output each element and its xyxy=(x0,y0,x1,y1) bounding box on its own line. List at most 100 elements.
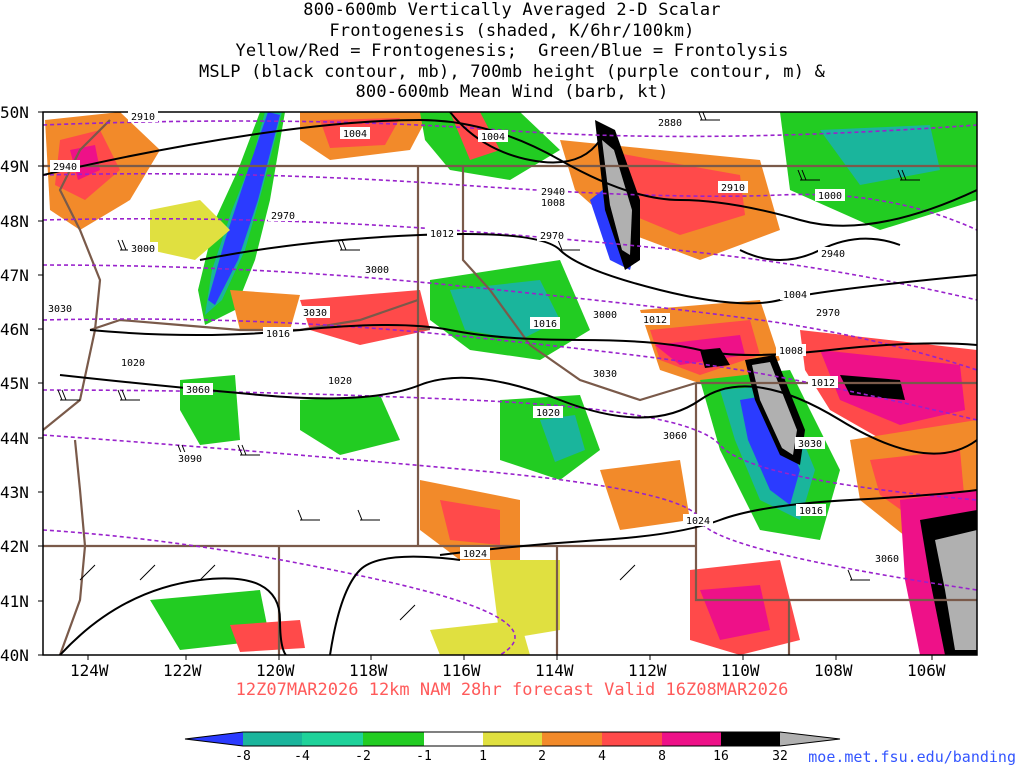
shade-red xyxy=(230,620,305,652)
shade-green xyxy=(300,395,400,455)
svg-text:2910: 2910 xyxy=(721,183,745,194)
lat-label: 47N xyxy=(0,266,29,285)
svg-text:1000: 1000 xyxy=(818,191,842,202)
title-line-1: 800-600mb Vertically Averaged 2-D Scalar xyxy=(303,0,721,20)
height-label: 3090 xyxy=(175,452,205,465)
wind-barb xyxy=(619,564,636,581)
lon-label: 120W xyxy=(256,661,295,680)
legend-labels: -8 -4 -2 -1 1 2 4 8 16 32 xyxy=(235,749,788,764)
height-label: 3000 xyxy=(590,308,620,321)
lat-label: 40N xyxy=(0,646,29,665)
shade-yellow xyxy=(430,620,530,655)
svg-text:2910: 2910 xyxy=(131,112,155,123)
shade-teal xyxy=(540,415,585,462)
lat-label: 42N xyxy=(0,537,29,556)
height-label: 3000 xyxy=(128,242,158,255)
legend-label: -8 xyxy=(235,749,251,764)
title-line-5: 800-600mb Mean Wind (barb, kt) xyxy=(355,82,669,102)
height-label: 3030 xyxy=(590,367,620,380)
legend-swatch xyxy=(721,732,780,746)
lat-label: 46N xyxy=(0,320,29,339)
svg-text:1016: 1016 xyxy=(799,506,823,517)
wind-barb xyxy=(199,564,216,581)
mslp-label: 1024 xyxy=(683,514,713,527)
height-label: 3030 xyxy=(300,306,330,319)
svg-text:2970: 2970 xyxy=(540,231,564,242)
svg-text:3090: 3090 xyxy=(178,454,202,465)
wind-barb xyxy=(357,509,380,521)
svg-text:1020: 1020 xyxy=(536,408,560,419)
svg-text:1020: 1020 xyxy=(121,358,145,369)
lat-label: 43N xyxy=(0,483,29,502)
legend-label: 2 xyxy=(538,749,546,764)
lat-label: 50N xyxy=(0,103,29,122)
wind-barb xyxy=(797,169,820,181)
mslp-label: 1012 xyxy=(427,227,457,240)
shade-magenta xyxy=(700,585,770,640)
wind-barb xyxy=(698,112,720,121)
height-label: 3030 xyxy=(795,437,825,450)
svg-text:3060: 3060 xyxy=(875,554,899,565)
coastline-south xyxy=(58,439,87,655)
svg-text:1004: 1004 xyxy=(343,129,367,140)
lon-label: 116W xyxy=(442,661,481,680)
wind-barb xyxy=(117,389,140,401)
legend-swatch xyxy=(483,732,542,746)
shade-blue xyxy=(740,395,800,505)
svg-text:1012: 1012 xyxy=(643,315,667,326)
height-label: 2970 xyxy=(537,229,567,242)
wind-barb xyxy=(557,239,580,251)
shade-red xyxy=(440,500,500,545)
svg-text:3030: 3030 xyxy=(593,369,617,380)
shade-gray xyxy=(752,362,797,455)
shade-yellow xyxy=(150,200,230,260)
wind-barb xyxy=(399,604,416,621)
svg-text:3000: 3000 xyxy=(131,244,155,255)
lat-label: 45N xyxy=(0,374,29,393)
lat-label: 41N xyxy=(0,592,29,611)
title-line-2: Frontogenesis (shaded, K/6hr/100km) xyxy=(329,20,695,41)
legend-label: 1 xyxy=(479,749,487,764)
forecast-caption: 12Z07MAR2026 12km NAM 28hr forecast Vali… xyxy=(235,680,789,700)
height-contour xyxy=(43,172,977,231)
mslp-label: 1016 xyxy=(263,327,293,340)
shade-gray xyxy=(602,140,632,255)
border-id-wy-ut xyxy=(694,383,977,602)
lon-label: 112W xyxy=(628,661,667,680)
svg-text:3000: 3000 xyxy=(593,310,617,321)
coastline xyxy=(43,119,111,431)
legend-label: -4 xyxy=(294,749,310,764)
wind-barb xyxy=(79,564,96,581)
credit-url[interactable]: moe.met.fsu.edu/banding xyxy=(808,748,1016,766)
svg-text:3000: 3000 xyxy=(365,265,389,276)
legend-swatch xyxy=(602,732,662,746)
lon-label: 122W xyxy=(163,661,202,680)
height-contour xyxy=(43,217,977,301)
svg-text:1024: 1024 xyxy=(686,516,710,527)
mslp-label: 1020 xyxy=(325,374,355,387)
svg-text:2970: 2970 xyxy=(271,211,295,222)
legend-bar xyxy=(184,731,841,747)
svg-text:3060: 3060 xyxy=(663,431,687,442)
legend-label: 8 xyxy=(658,749,666,764)
mslp-label: 1016 xyxy=(796,504,826,517)
shade-teal xyxy=(820,125,940,185)
border-wa-or xyxy=(89,298,419,332)
svg-text:2940: 2940 xyxy=(821,249,845,260)
svg-text:1004: 1004 xyxy=(783,290,807,301)
mslp-label: 1012 xyxy=(640,313,670,326)
height-label: 3060 xyxy=(872,552,902,565)
svg-text:2940: 2940 xyxy=(541,187,565,198)
legend-label: 4 xyxy=(598,749,606,764)
svg-text:1016: 1016 xyxy=(533,319,557,330)
mslp-label: 1020 xyxy=(533,406,563,419)
svg-text:1012: 1012 xyxy=(430,229,454,240)
mslp-label: 1000 xyxy=(815,189,845,202)
shade-blue xyxy=(208,112,280,305)
svg-text:1004: 1004 xyxy=(481,132,505,143)
wind-barb xyxy=(139,564,156,581)
legend-swatch xyxy=(243,732,302,746)
mslp-label: 1004 xyxy=(340,127,370,140)
